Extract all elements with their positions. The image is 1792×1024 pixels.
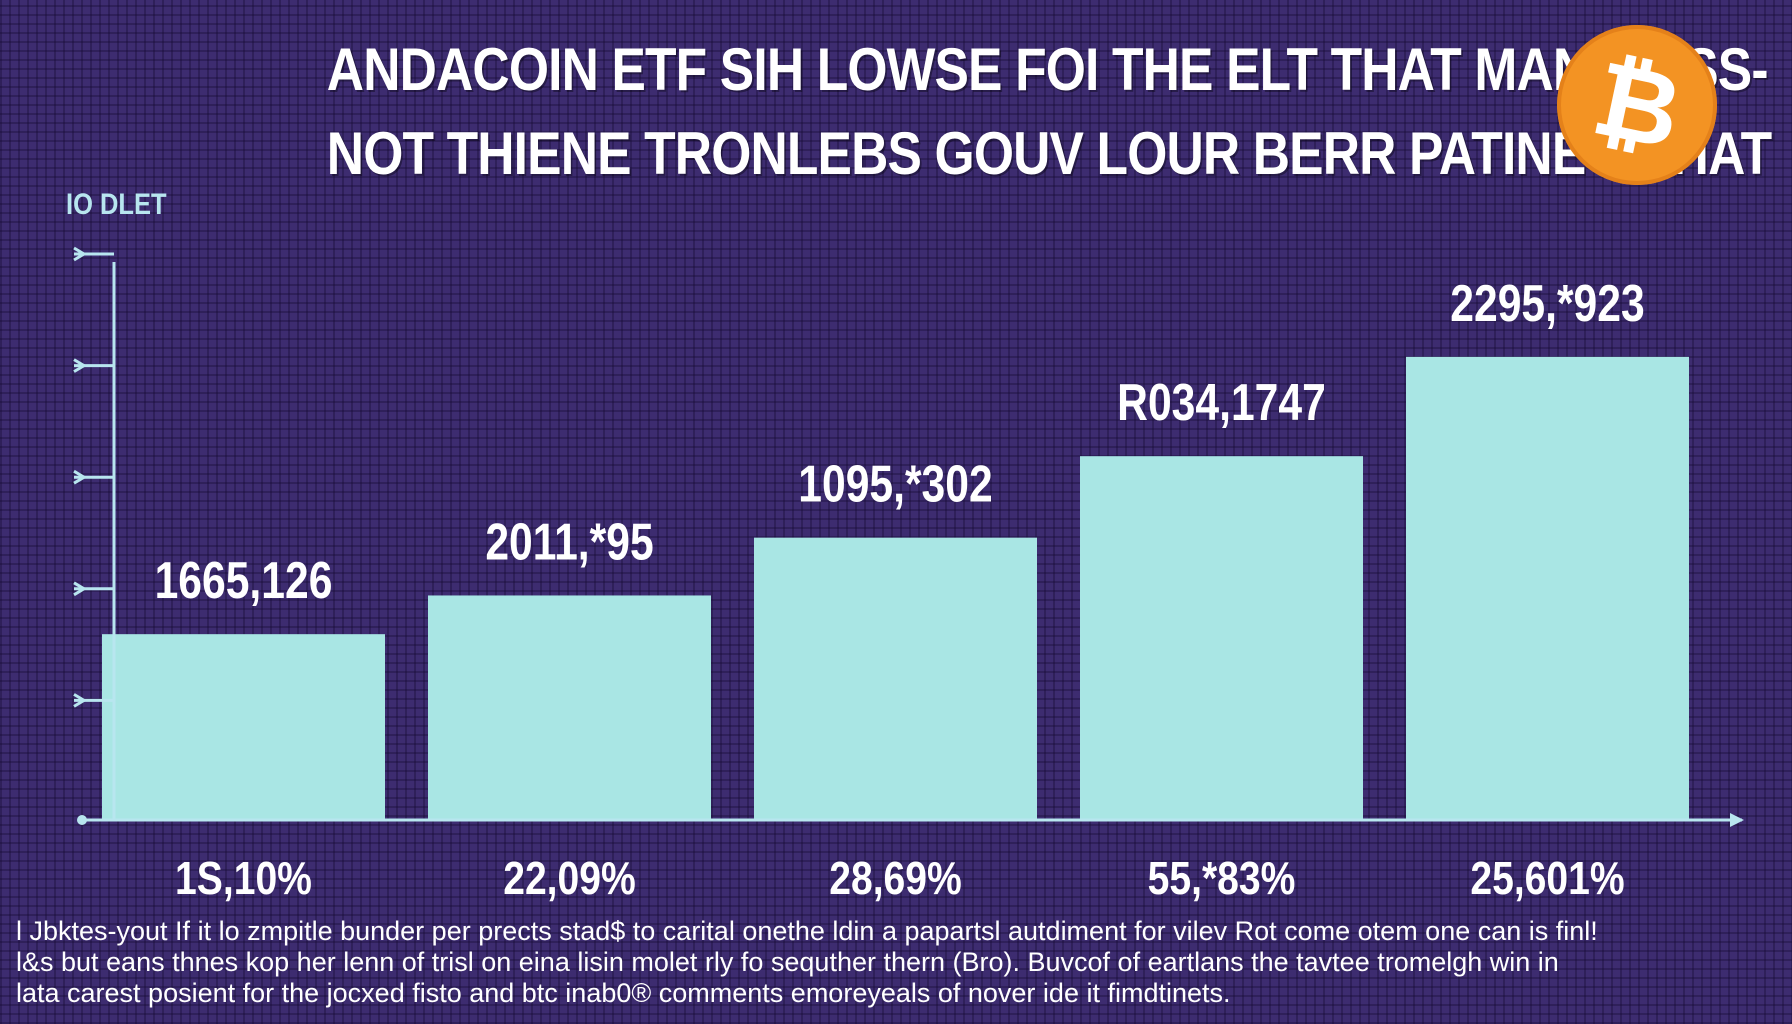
footer-caption-line-3: lata carest posient for the jocxed fisto… (16, 978, 1231, 1008)
data-label-4: R034,1747 (1117, 374, 1326, 432)
bitcoin-logo-icon: ₿ (1557, 25, 1717, 185)
footer-caption: l Jbktes-yout If it lo zmpitle bunder pe… (16, 916, 1776, 1009)
axis-origin-dot (77, 815, 87, 825)
y-tick-marker-3 (73, 469, 87, 485)
bar-1 (102, 634, 385, 820)
bar-3 (754, 537, 1037, 820)
x-tick-label-3: 28,69% (829, 853, 962, 905)
bar-4 (1080, 456, 1363, 820)
footer-caption-line-2: l&s but eans thnes kop her lenn of trisl… (16, 947, 1559, 977)
y-axis-label: IO DLET (66, 188, 167, 221)
axes-layer (73, 246, 1744, 827)
data-label-1: 1665,126 (155, 552, 333, 610)
footer-caption-line-1: l Jbktes-yout If it lo zmpitle bunder pe… (16, 916, 1598, 946)
bar-2 (428, 595, 711, 820)
y-tick-marker-2 (73, 581, 87, 597)
labels-layer: 1665,126 1S,10% 2011,*95 22,09% 1095,*302 28,… (155, 275, 1645, 905)
x-axis-arrow-icon (1730, 813, 1744, 827)
x-tick-label-1: 1S,10% (175, 853, 312, 905)
bar-chart: 1665,126 1S,10% 2011,*95 22,09% 1095,*302 28,… (73, 246, 1744, 905)
x-tick-label-4: 55,*83% (1148, 853, 1296, 905)
bars-layer (102, 356, 1689, 820)
y-tick-marker-5 (73, 246, 87, 262)
data-label-2: 2011,*95 (485, 514, 653, 572)
x-tick-label-5: 25,601% (1470, 853, 1624, 905)
x-tick-label-2: 22,09% (503, 853, 636, 905)
y-tick-marker-4 (73, 358, 87, 373)
y-tick-marker-1 (73, 693, 87, 708)
data-label-5: 2295,*923 (1450, 275, 1644, 333)
bar-5 (1406, 356, 1689, 820)
data-label-3: 1095,*302 (798, 456, 992, 514)
